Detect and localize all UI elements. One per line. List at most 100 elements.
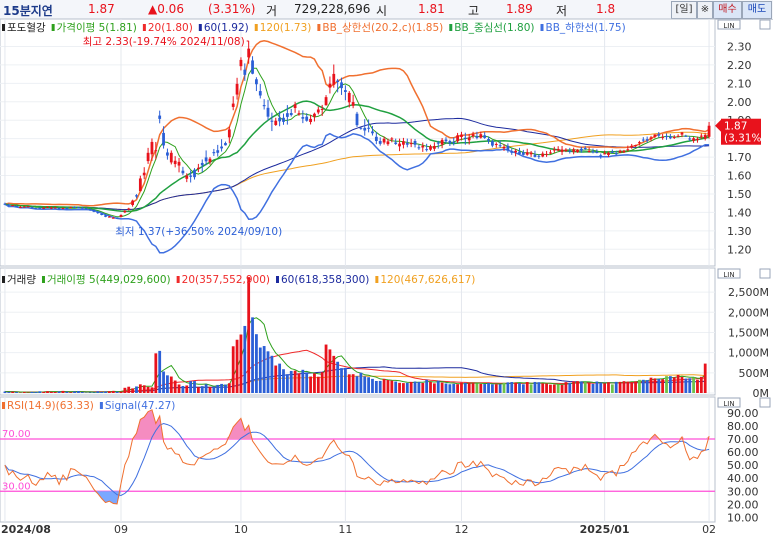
volume-bar: [332, 355, 336, 393]
rsi-tick-label: 30.00: [727, 485, 759, 498]
volume-bar: [162, 371, 165, 393]
volume-bar: [436, 380, 440, 393]
volume-bar: [340, 368, 343, 393]
candle-body: [309, 118, 312, 123]
candle-body: [169, 152, 173, 163]
volume-bar: [30, 391, 34, 393]
candle-body: [146, 152, 150, 162]
volume-bar: [394, 381, 398, 393]
sell-button[interactable]: 매도: [742, 1, 772, 19]
candle-body: [626, 149, 630, 151]
volume-bar: [235, 339, 239, 393]
candle-body: [336, 80, 340, 83]
volume-bar: [680, 376, 684, 393]
volume-bar: [146, 386, 150, 393]
candle-body: [599, 155, 603, 157]
candle-body: [49, 207, 53, 209]
candle-body: [320, 108, 324, 110]
candle-body: [324, 97, 328, 106]
volume-bar: [135, 386, 138, 393]
candle-body: [390, 138, 394, 140]
volume-bar: [676, 374, 680, 393]
volume-bar: [386, 380, 390, 393]
volume-bar: [46, 391, 49, 393]
candle-body: [672, 136, 676, 138]
candle-body: [7, 204, 11, 206]
buy-button[interactable]: 매수: [713, 1, 742, 19]
volume-bar: [576, 381, 579, 393]
candle-body: [305, 116, 309, 121]
volume-bar: [537, 382, 541, 393]
volume-bar: [545, 383, 548, 393]
volume-bar: [580, 381, 583, 393]
volume-bar: [467, 383, 471, 393]
volume-bar: [200, 386, 204, 393]
candle-body: [680, 132, 684, 135]
volume-bar: [402, 383, 405, 393]
volume-bar: [313, 373, 316, 393]
candle-body: [692, 138, 695, 141]
collapse-button[interactable]: [759, 397, 771, 408]
volume-bar: [204, 384, 208, 393]
volume-bar: [69, 392, 73, 393]
legend-marker: [2, 24, 5, 31]
legend-marker: [276, 276, 279, 283]
candle-body: [603, 153, 606, 155]
candle-body: [185, 175, 189, 179]
low-value: 1.8: [596, 2, 616, 16]
period-label: 15분지연: [3, 4, 53, 18]
rsi-signal-line: [4, 422, 710, 497]
collapse-button[interactable]: [759, 19, 771, 30]
candle-body: [42, 207, 46, 209]
volume-bar: [409, 381, 413, 393]
volume-bar: [448, 384, 452, 393]
candle-body: [100, 213, 104, 215]
candle-body: [15, 205, 18, 207]
candle-body: [142, 172, 146, 176]
candle-body: [181, 170, 185, 174]
candle-body: [278, 117, 282, 122]
candle-body: [514, 150, 518, 153]
candle-body: [208, 158, 212, 163]
candle-body: [576, 149, 579, 153]
volume-bar: [587, 383, 591, 393]
candle-body: [212, 152, 216, 154]
low-annotation: 최저 1.37(+36.50% 2024/09/10): [115, 226, 282, 238]
candle-body: [177, 161, 181, 166]
candle-body: [552, 149, 556, 151]
volume-bar: [491, 384, 494, 393]
candle-body: [614, 153, 618, 155]
candle-body: [115, 217, 119, 219]
candle-body: [587, 150, 591, 152]
candle-body: [638, 142, 641, 144]
rsi-band-low-label: 30.00: [2, 481, 31, 492]
volume-bar: [599, 382, 603, 393]
volume-bar: [196, 387, 200, 393]
candle-body: [285, 113, 289, 117]
volume-ma5-line: [4, 317, 706, 393]
candle-body: [351, 102, 355, 106]
volume-bar: [255, 334, 258, 393]
legend-entry: 60(618,358,300): [281, 274, 369, 286]
volume-bar: [111, 390, 115, 393]
volume-bar: [479, 383, 483, 393]
volume-bar: [518, 383, 521, 393]
volume-bar: [285, 374, 289, 393]
current-price-tag: [721, 118, 761, 145]
volume-bar: [371, 378, 374, 393]
legend-entry: 120(467,626,617): [380, 274, 475, 286]
volume-tick-label: 2,000M: [728, 306, 769, 319]
volume-bar: [61, 390, 65, 393]
volume-bar: [80, 392, 84, 393]
candle-body: [657, 134, 661, 136]
volume-bar: [7, 392, 11, 393]
volume-bar: [73, 391, 76, 393]
candle-body: [73, 206, 76, 208]
candle-body: [57, 207, 61, 210]
volume-bar: [49, 391, 53, 393]
collapse-button[interactable]: [759, 268, 771, 279]
candle-body: [665, 136, 668, 138]
candle-body: [475, 136, 479, 138]
candle-body: [417, 147, 421, 149]
